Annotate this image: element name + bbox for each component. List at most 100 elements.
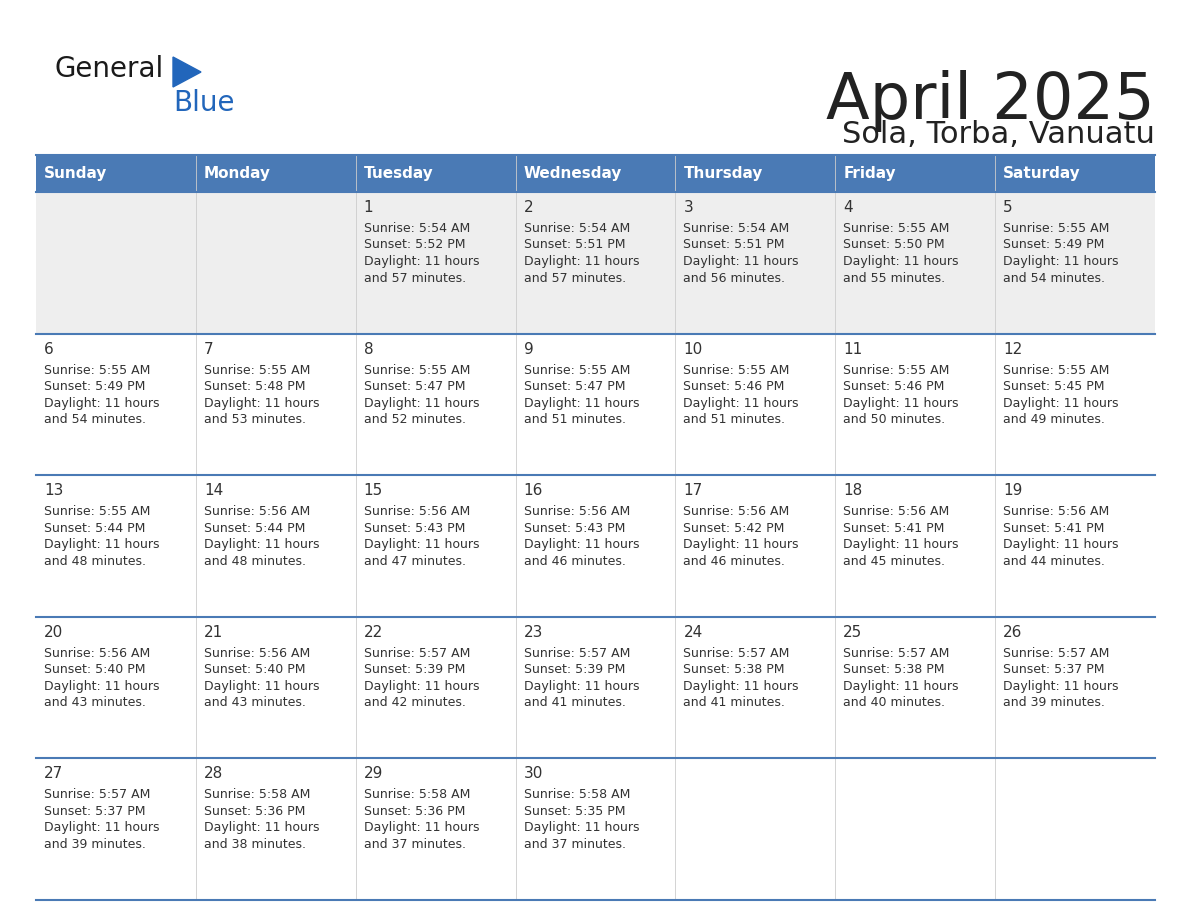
Text: Thursday: Thursday [683,166,763,181]
Text: 19: 19 [1003,483,1023,498]
Text: and 39 minutes.: and 39 minutes. [44,838,146,851]
Text: Sunset: 5:44 PM: Sunset: 5:44 PM [204,521,305,534]
Text: and 37 minutes.: and 37 minutes. [524,838,626,851]
Text: Sunset: 5:46 PM: Sunset: 5:46 PM [683,380,785,393]
Text: Sunrise: 5:55 AM: Sunrise: 5:55 AM [683,364,790,376]
Text: 25: 25 [843,625,862,640]
Text: Sunset: 5:38 PM: Sunset: 5:38 PM [683,664,785,677]
Text: Tuesday: Tuesday [364,166,434,181]
Text: 7: 7 [204,341,214,356]
Text: Daylight: 11 hours: Daylight: 11 hours [524,255,639,268]
Bar [36,476,1155,617]
Bar [36,758,1155,900]
Text: and 48 minutes.: and 48 minutes. [44,554,146,567]
Text: Sunrise: 5:57 AM: Sunrise: 5:57 AM [1003,647,1110,660]
Text: Daylight: 11 hours: Daylight: 11 hours [364,822,479,834]
Text: Daylight: 11 hours: Daylight: 11 hours [843,680,959,693]
Polygon shape [173,57,201,87]
Text: 27: 27 [44,767,63,781]
Text: 28: 28 [204,767,223,781]
Text: Daylight: 11 hours: Daylight: 11 hours [364,538,479,551]
Text: Sunset: 5:35 PM: Sunset: 5:35 PM [524,805,625,818]
Text: Sunset: 5:41 PM: Sunset: 5:41 PM [1003,521,1105,534]
Text: Sunrise: 5:56 AM: Sunrise: 5:56 AM [524,505,630,518]
Text: Sunrise: 5:56 AM: Sunrise: 5:56 AM [843,505,949,518]
Text: Daylight: 11 hours: Daylight: 11 hours [204,822,320,834]
Text: Sunset: 5:41 PM: Sunset: 5:41 PM [843,521,944,534]
Text: and 49 minutes.: and 49 minutes. [1003,413,1105,426]
Text: and 54 minutes.: and 54 minutes. [1003,272,1105,285]
Text: Sunset: 5:39 PM: Sunset: 5:39 PM [524,664,625,677]
Text: 23: 23 [524,625,543,640]
Text: and 44 minutes.: and 44 minutes. [1003,554,1105,567]
Text: Sunrise: 5:55 AM: Sunrise: 5:55 AM [843,364,949,376]
Text: Sunset: 5:42 PM: Sunset: 5:42 PM [683,521,785,534]
Text: Daylight: 11 hours: Daylight: 11 hours [44,397,159,409]
Text: 30: 30 [524,767,543,781]
Text: Sunset: 5:44 PM: Sunset: 5:44 PM [44,521,145,534]
Text: Daylight: 11 hours: Daylight: 11 hours [683,255,798,268]
Text: Sunday: Sunday [44,166,107,181]
Text: and 38 minutes.: and 38 minutes. [204,838,305,851]
Text: Sunset: 5:47 PM: Sunset: 5:47 PM [364,380,466,393]
Text: and 55 minutes.: and 55 minutes. [843,272,946,285]
Text: Sunrise: 5:55 AM: Sunrise: 5:55 AM [1003,222,1110,235]
Text: Daylight: 11 hours: Daylight: 11 hours [683,538,798,551]
Text: Sunrise: 5:54 AM: Sunrise: 5:54 AM [524,222,630,235]
Bar [36,333,1155,476]
Text: General: General [55,55,164,83]
Text: Sunset: 5:37 PM: Sunset: 5:37 PM [44,805,145,818]
Text: Sunrise: 5:55 AM: Sunrise: 5:55 AM [44,364,151,376]
Bar [36,155,196,192]
Text: and 52 minutes.: and 52 minutes. [364,413,466,426]
Text: Daylight: 11 hours: Daylight: 11 hours [1003,397,1119,409]
Text: Sunrise: 5:56 AM: Sunrise: 5:56 AM [683,505,790,518]
Text: Sunrise: 5:54 AM: Sunrise: 5:54 AM [683,222,790,235]
Text: 2: 2 [524,200,533,215]
Text: 6: 6 [44,341,53,356]
Text: 4: 4 [843,200,853,215]
Text: Daylight: 11 hours: Daylight: 11 hours [524,822,639,834]
Text: Sunrise: 5:56 AM: Sunrise: 5:56 AM [364,505,470,518]
Text: 26: 26 [1003,625,1023,640]
Text: and 43 minutes.: and 43 minutes. [204,696,305,710]
Bar [835,155,996,192]
Text: and 53 minutes.: and 53 minutes. [204,413,305,426]
Text: Sunset: 5:48 PM: Sunset: 5:48 PM [204,380,305,393]
Bar [355,155,516,192]
Text: Sunset: 5:38 PM: Sunset: 5:38 PM [843,664,944,677]
Text: Daylight: 11 hours: Daylight: 11 hours [524,397,639,409]
Text: Sunset: 5:51 PM: Sunset: 5:51 PM [524,239,625,252]
Bar [196,155,355,192]
Text: Sunrise: 5:58 AM: Sunrise: 5:58 AM [364,789,470,801]
Text: Sunrise: 5:56 AM: Sunrise: 5:56 AM [204,647,310,660]
Text: Sunrise: 5:57 AM: Sunrise: 5:57 AM [524,647,630,660]
Text: and 56 minutes.: and 56 minutes. [683,272,785,285]
Text: Daylight: 11 hours: Daylight: 11 hours [843,538,959,551]
Text: 9: 9 [524,341,533,356]
Text: 14: 14 [204,483,223,498]
Text: 13: 13 [44,483,63,498]
Text: Sunset: 5:43 PM: Sunset: 5:43 PM [524,521,625,534]
Text: Sunset: 5:49 PM: Sunset: 5:49 PM [44,380,145,393]
Text: Sunrise: 5:54 AM: Sunrise: 5:54 AM [364,222,470,235]
Text: Sunrise: 5:57 AM: Sunrise: 5:57 AM [364,647,470,660]
Text: April 2025: April 2025 [826,70,1155,132]
Text: Sunrise: 5:56 AM: Sunrise: 5:56 AM [1003,505,1110,518]
Text: Sunset: 5:37 PM: Sunset: 5:37 PM [1003,664,1105,677]
Text: 1: 1 [364,200,373,215]
Text: and 39 minutes.: and 39 minutes. [1003,696,1105,710]
Text: and 57 minutes.: and 57 minutes. [364,272,466,285]
Text: and 42 minutes.: and 42 minutes. [364,696,466,710]
Text: Sunrise: 5:58 AM: Sunrise: 5:58 AM [524,789,630,801]
Text: 24: 24 [683,625,702,640]
Text: and 45 minutes.: and 45 minutes. [843,554,946,567]
Text: and 54 minutes.: and 54 minutes. [44,413,146,426]
Text: and 37 minutes.: and 37 minutes. [364,838,466,851]
Text: Daylight: 11 hours: Daylight: 11 hours [44,538,159,551]
Text: Sunset: 5:36 PM: Sunset: 5:36 PM [204,805,305,818]
Text: Sunset: 5:46 PM: Sunset: 5:46 PM [843,380,944,393]
Text: Daylight: 11 hours: Daylight: 11 hours [44,680,159,693]
Text: Sunrise: 5:55 AM: Sunrise: 5:55 AM [44,505,151,518]
Text: Friday: Friday [843,166,896,181]
